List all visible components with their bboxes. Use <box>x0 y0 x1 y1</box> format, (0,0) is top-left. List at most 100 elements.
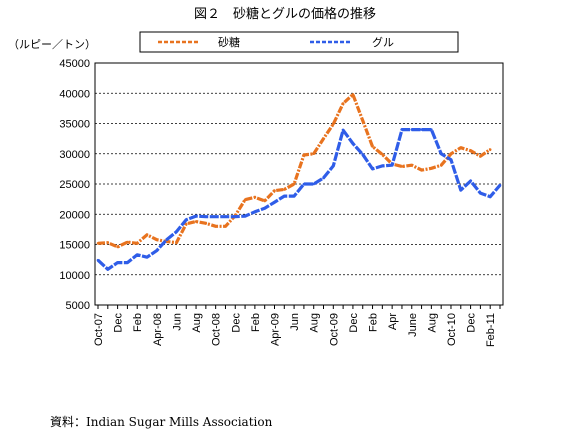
data-point-sugar <box>459 146 463 149</box>
y-tick-label: 25000 <box>59 179 90 191</box>
data-point-gur <box>469 179 472 183</box>
data-point-gur <box>449 158 453 162</box>
data-point-gur <box>204 215 208 218</box>
data-point-gur <box>273 200 276 204</box>
y-tick-label: 5000 <box>66 300 90 312</box>
data-point-sugar <box>204 222 208 225</box>
data-point-sugar <box>224 225 227 228</box>
y-tick-label: 10000 <box>59 270 90 282</box>
x-tick-label: Oct-10 <box>446 313 458 346</box>
x-tick-label: Aug <box>426 313 438 333</box>
x-tick-label: Dec <box>113 313 125 333</box>
data-point-sugar <box>302 153 306 157</box>
data-point-gur <box>390 163 394 167</box>
x-tick-label: Oct-09 <box>328 313 340 346</box>
data-point-sugar <box>322 137 325 140</box>
legend-label-sugar: 砂糖 <box>218 35 240 49</box>
data-point-sugar <box>312 152 316 156</box>
data-point-sugar <box>175 241 178 244</box>
data-point-sugar <box>194 220 198 223</box>
data-point-sugar <box>96 241 100 245</box>
legend-box <box>139 31 459 53</box>
data-point-gur <box>361 153 365 156</box>
data-point-gur <box>341 128 345 132</box>
data-point-sugar <box>479 154 482 158</box>
y-tick-label: 20000 <box>59 209 90 221</box>
data-point-sugar <box>341 102 345 105</box>
x-tick-label: Apr-08 <box>152 313 164 346</box>
data-point-gur <box>243 214 247 218</box>
y-tick-label: 40000 <box>59 88 90 100</box>
data-point-sugar <box>420 168 423 172</box>
x-tick-label: Feb-11 <box>485 313 497 347</box>
data-point-sugar <box>469 149 472 153</box>
data-point-gur <box>145 255 149 259</box>
x-tick-label: Jun <box>171 313 183 331</box>
data-point-gur <box>184 218 188 221</box>
data-point-sugar <box>400 165 404 168</box>
data-point-gur <box>175 230 178 234</box>
data-point-gur <box>381 164 384 168</box>
x-tick-label: Dec <box>348 313 360 333</box>
data-point-gur <box>439 152 443 156</box>
data-point-gur <box>233 215 237 218</box>
data-point-gur <box>488 195 492 199</box>
data-point-sugar <box>273 189 276 192</box>
plot-frame <box>94 62 504 306</box>
data-point-gur <box>263 206 266 210</box>
data-point-gur <box>214 215 217 218</box>
y-tick-label: 15000 <box>59 240 90 252</box>
data-point-gur <box>400 128 404 131</box>
data-point-sugar <box>116 245 119 249</box>
data-point-sugar <box>410 163 414 167</box>
x-tick-label: Feb <box>250 313 262 332</box>
data-point-gur <box>479 191 482 195</box>
data-point-sugar <box>282 188 286 191</box>
data-point-gur <box>106 268 110 271</box>
chart-title: 図２ 砂糖とグルの価格の推移 <box>194 6 376 22</box>
series-line-sugar <box>97 92 492 249</box>
data-point-gur <box>302 182 306 186</box>
data-point-gur <box>322 176 325 180</box>
data-point-gur <box>420 128 423 131</box>
data-point-gur <box>282 194 286 198</box>
data-point-gur <box>116 261 119 264</box>
x-tick-label: Feb <box>132 313 144 332</box>
x-tick-label: Apr-09 <box>269 313 281 346</box>
x-tick-label: Feb <box>368 313 380 332</box>
data-point-gur <box>459 188 463 192</box>
data-point-gur <box>253 210 257 214</box>
data-point-gur <box>410 128 414 131</box>
data-point-gur <box>155 249 159 252</box>
legend: 砂糖 グル <box>139 31 459 53</box>
x-tick-label: Oct-08 <box>211 313 223 346</box>
data-point-gur <box>224 215 227 218</box>
data-point-gur <box>126 261 129 264</box>
data-point-gur <box>96 258 100 262</box>
y-tick-label: 35000 <box>59 119 90 131</box>
data-point-sugar <box>155 238 159 241</box>
data-point-sugar <box>253 196 257 199</box>
data-point-sugar <box>243 198 247 202</box>
data-point-gur <box>332 164 335 168</box>
data-point-sugar <box>488 148 492 151</box>
data-point-sugar <box>126 240 129 244</box>
x-tick-label: Aug <box>191 313 203 333</box>
x-tick-label: Jun <box>289 313 301 331</box>
data-point-sugar <box>332 122 335 126</box>
data-point-sugar <box>184 222 188 226</box>
data-point-gur <box>165 238 168 241</box>
data-point-sugar <box>135 241 139 245</box>
data-point-sugar <box>361 119 365 122</box>
data-point-sugar <box>214 225 217 228</box>
data-point-sugar <box>449 152 453 156</box>
data-point-sugar <box>292 182 296 186</box>
data-point-sugar <box>371 145 374 148</box>
x-tick-label: Aug <box>309 313 321 333</box>
legend-label-gur: グル <box>372 35 394 49</box>
data-point-sugar <box>351 93 355 96</box>
x-tick-label: Dec <box>230 313 242 333</box>
data-point-gur <box>194 214 198 218</box>
data-point-gur <box>430 128 433 131</box>
